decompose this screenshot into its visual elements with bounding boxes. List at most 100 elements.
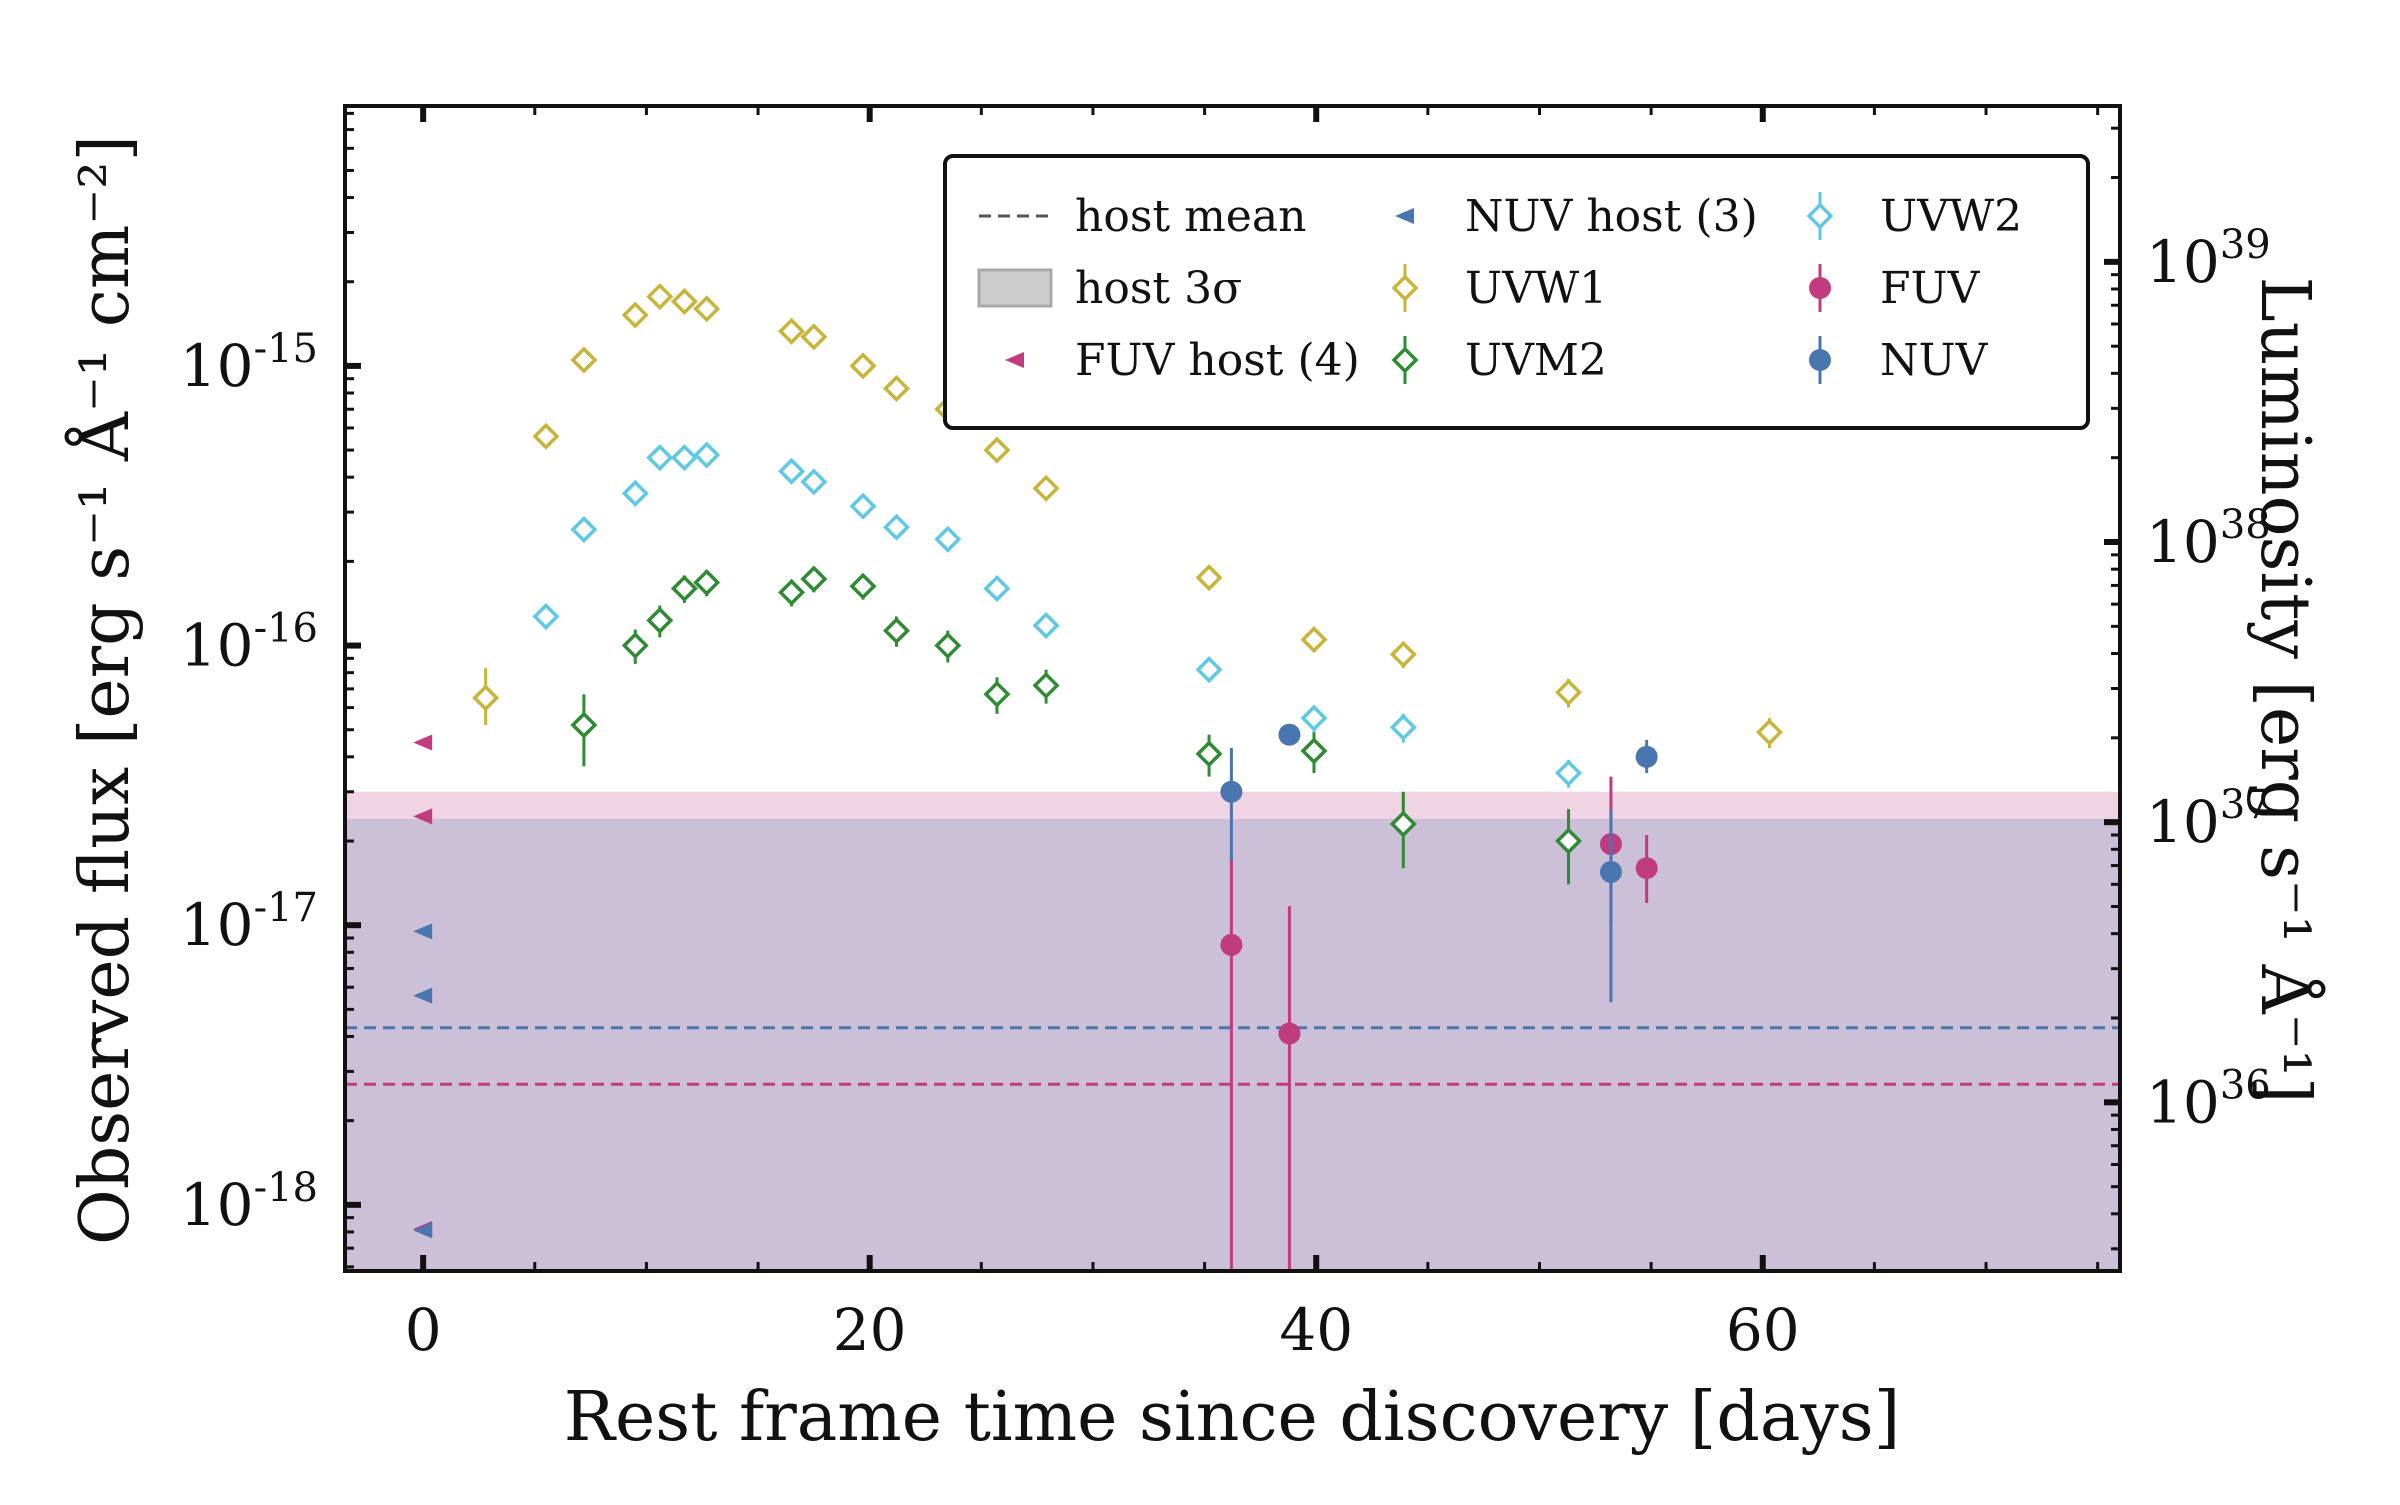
nuv-host-3-point (413, 987, 433, 1004)
uvm2-point (983, 680, 1011, 708)
uvm2-point (670, 574, 698, 602)
uvm2-point (693, 569, 721, 597)
uvw1-point (983, 436, 1011, 464)
uvm2-point (1032, 671, 1060, 699)
uvw2-point (621, 479, 649, 507)
legend-swatch-uvw2 (1806, 202, 1834, 230)
y-tick-label: 10-16 (180, 606, 318, 680)
uvw2-point (693, 441, 721, 469)
uvw2-point (570, 516, 598, 543)
y-tick-label: 10-18 (180, 1165, 318, 1239)
tick-labels: 0 20 40 60 10-18 10-17 10-16 10-15 1036 1037 1038 1… (180, 222, 2271, 1364)
uvw1-point (670, 287, 698, 315)
fuv-host-4-point (413, 734, 433, 751)
uvw1-point (532, 422, 560, 450)
y2-tick-label: 1037 (2146, 782, 2271, 856)
uvw1-point (1389, 640, 1417, 668)
legend-swatch-fuv (1809, 277, 1831, 299)
legend-label-nuv-host-3: NUV host (3) (1465, 191, 1758, 242)
uvm2-point (1389, 810, 1417, 838)
axis-ticks (345, 106, 2120, 1271)
uvm2-point (1195, 740, 1223, 768)
fuv-point (1278, 1022, 1301, 1045)
uvw2-point (883, 513, 910, 541)
x-tick-label: 40 (1279, 1296, 1353, 1364)
data-points (413, 283, 1783, 1271)
uvw1-point (849, 352, 877, 380)
legend-swatch-fuv-host-4 (1005, 352, 1024, 368)
uvw1-point (693, 295, 721, 323)
uvm2-point (621, 632, 649, 660)
uvm2-point (646, 606, 674, 634)
uvw2-point (670, 444, 698, 472)
uvw2-point (1555, 759, 1582, 787)
uvw2-point (849, 492, 877, 520)
uvw1-point (1195, 564, 1223, 592)
legend-swatch-uvw1 (1391, 274, 1419, 302)
uvw1-point (883, 375, 910, 403)
legend-label-uvm2: UVM2 (1465, 335, 1607, 386)
uvm2-point (1555, 827, 1582, 855)
uvw1-point (621, 301, 649, 329)
y-axis-label: Observed flux [erg s⁻¹ Å⁻¹ cm⁻²] (65, 135, 145, 1245)
legend-box (943, 154, 2090, 430)
uvw2-point (983, 574, 1011, 602)
uvw2-point (1389, 713, 1417, 741)
uvw1-point (1032, 474, 1060, 502)
uvw2-point (1195, 656, 1223, 684)
fuv-point (1635, 857, 1658, 880)
legend-label-fuv: FUV (1880, 263, 1981, 314)
uvm2-point (883, 617, 910, 645)
uvw1-point (1755, 718, 1783, 746)
legend-label-fuv-host-4: FUV host (4) (1075, 335, 1360, 386)
uvm2-point (934, 632, 962, 660)
legend-label-host-mean: host mean (1075, 191, 1306, 242)
nuv-host-3-point (413, 1222, 433, 1239)
uvw1-point (472, 684, 500, 712)
x-axis-label: Rest frame time since discovery [days] (564, 1378, 1900, 1457)
uvw1-point (1300, 626, 1328, 654)
uvm2-point (570, 711, 598, 739)
nuv-point (1278, 723, 1301, 746)
uvw2-point (532, 603, 560, 630)
uvm2-point (1300, 737, 1328, 765)
uvw1-point (800, 323, 828, 351)
uvw1-point (646, 283, 674, 311)
fuv-point (1220, 933, 1243, 956)
legend-label-uvw2: UVW2 (1880, 191, 2022, 242)
y2-tick-label: 1036 (2146, 1062, 2271, 1136)
legend-swatch-nuv-host-3 (1395, 208, 1414, 224)
y2-axis-label: Luminosity [erg s⁻¹ Å⁻¹] (2245, 277, 2325, 1104)
uvw2-point (778, 457, 806, 485)
nuv-point (1220, 780, 1243, 803)
legend-swatch-host-3 (977, 268, 1053, 308)
uvw2-point (800, 468, 828, 496)
y2-tick-label: 1039 (2146, 222, 2271, 296)
y-tick-label: 10-17 (180, 885, 318, 959)
nuv-point (1599, 860, 1622, 883)
uvm2-point (849, 572, 877, 600)
legend-swatch-uvm2 (1391, 346, 1419, 374)
legend-label-host-3: host 3σ (1075, 263, 1242, 314)
uvw2-point (934, 525, 962, 553)
x-tick-label: 0 (405, 1296, 442, 1364)
legend-label-nuv: NUV (1880, 335, 1989, 386)
uvw1-point (570, 346, 598, 374)
legend-swatch-nuv (1809, 349, 1831, 371)
legend-label-uvw1: UVW1 (1465, 263, 1607, 314)
nuv-point (1635, 745, 1658, 768)
x-tick-label: 60 (1726, 1296, 1800, 1364)
uvm2-point (778, 578, 806, 606)
fuv-host-4-point (413, 808, 433, 825)
nuv-host-3-point (413, 923, 433, 940)
y-tick-label: 10-15 (180, 326, 318, 400)
uvw1-point (1555, 678, 1582, 706)
uvm2-point (800, 565, 828, 593)
uvw2-point (1032, 611, 1060, 639)
uvw2-point (646, 444, 674, 472)
legend: host mean host 3σ FUV host (4) NUV host (3)… (943, 154, 2090, 430)
x-tick-label: 20 (833, 1296, 907, 1364)
uvw1-point (778, 317, 806, 345)
